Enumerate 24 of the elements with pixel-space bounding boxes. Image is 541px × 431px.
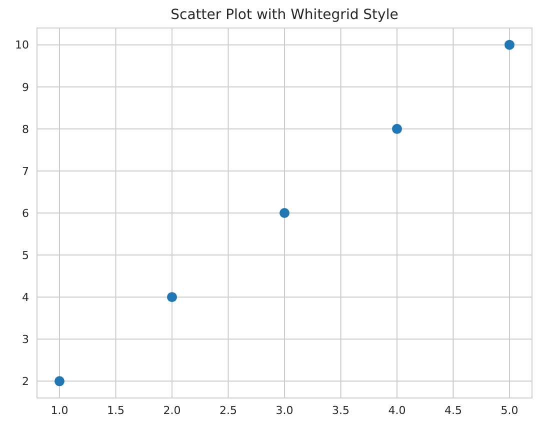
point (280, 208, 290, 218)
chart-title: Scatter Plot with Whitegrid Style (170, 7, 400, 23)
x-tick-label: 2.0 (163, 404, 181, 417)
y-tick-label: 6 (22, 206, 29, 220)
y-tick-label: 10 (15, 38, 29, 52)
x-tick-label: 1.0 (50, 404, 68, 417)
x-tick-label: 4.0 (388, 404, 406, 417)
point (504, 40, 514, 50)
x-tick-label: 3.0 (276, 404, 294, 417)
y-tick-label: 3 (22, 333, 29, 346)
x-tick-label: 3.5 (332, 404, 350, 417)
y-tick-label: 4 (22, 290, 29, 304)
y-tick-label: 5 (22, 248, 29, 262)
y-tick-label: 7 (22, 164, 29, 178)
x-tick-label: 5.0 (500, 404, 518, 417)
y-tick-label: 8 (22, 122, 29, 136)
point (54, 376, 64, 386)
point (167, 292, 177, 302)
x-tick-label: 1.5 (107, 404, 124, 417)
y-tick-label: 9 (22, 80, 29, 94)
point (392, 124, 402, 134)
x-tick-label: 2.5 (220, 404, 237, 417)
y-tick-label: 2 (22, 375, 29, 388)
x-tick-label: 4.5 (444, 404, 462, 417)
